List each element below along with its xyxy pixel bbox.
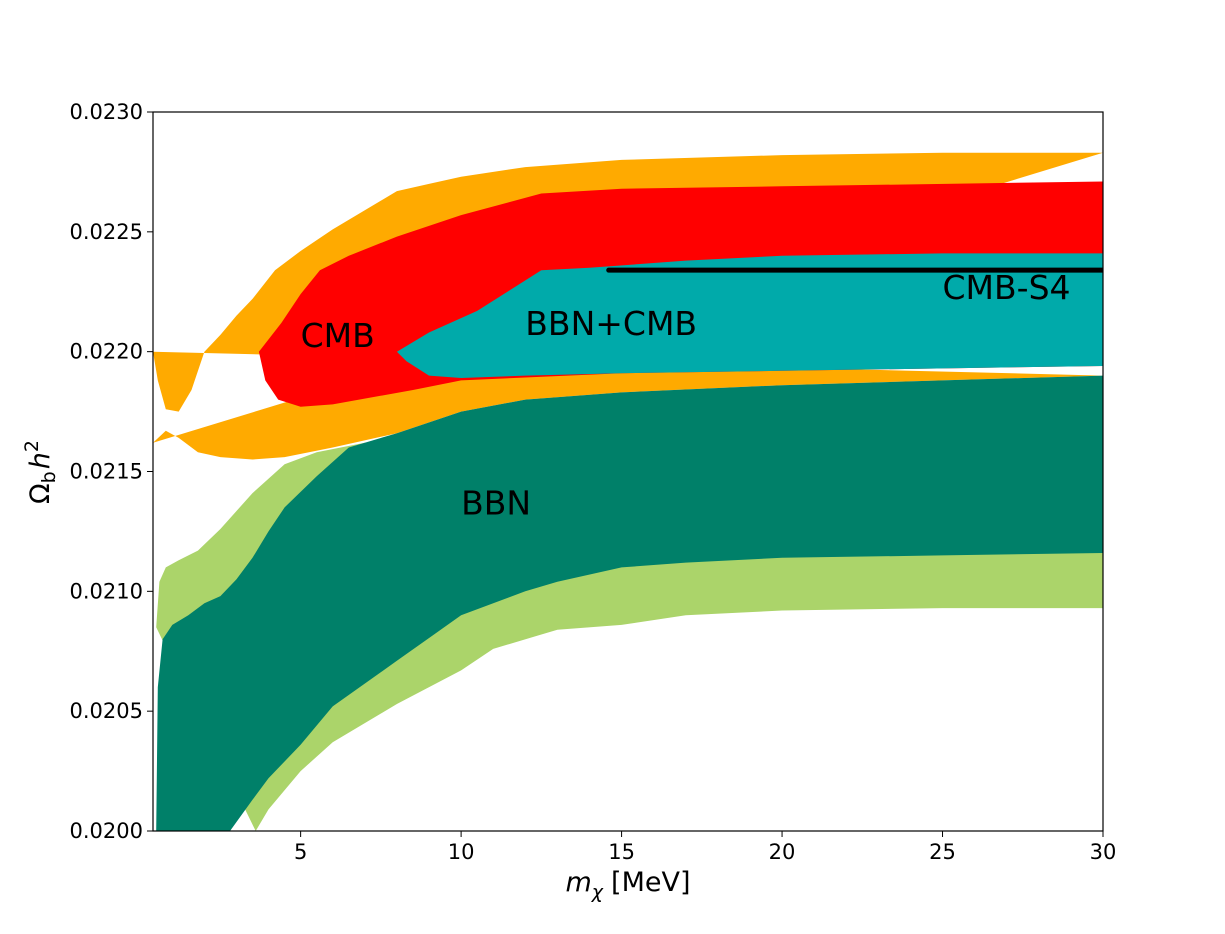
x-tick-label: 20 <box>769 840 796 864</box>
y-tick-label: 0.0220 <box>70 340 143 364</box>
y-tick-label: 0.0210 <box>70 579 143 603</box>
y-axis-label: Ωbh2 <box>21 440 60 504</box>
x-tick-label: 25 <box>929 840 956 864</box>
x-tick-label: 5 <box>294 840 307 864</box>
x-axis-ticks: 5 10 15 20 25 30 <box>294 831 1116 864</box>
region-bbn-1sigma <box>156 375 1103 831</box>
label-cmb-s4: CMB-S4 <box>943 268 1071 307</box>
y-tick-label: 0.0225 <box>70 220 143 244</box>
label-bbn: BBN <box>461 484 531 523</box>
y-tick-label: 0.0205 <box>70 699 143 723</box>
y-tick-label: 0.0215 <box>70 460 143 484</box>
x-tick-label: 30 <box>1090 840 1117 864</box>
label-bbn-cmb: BBN+CMB <box>525 304 697 343</box>
x-axis-label: mχ [MeV] <box>565 867 690 903</box>
plot-area: CMB BBN+CMB CMB-S4 BBN <box>153 152 1103 831</box>
y-tick-label: 0.0200 <box>70 819 143 843</box>
region-bbn-cmb <box>396 253 1103 378</box>
y-axis-ticks: 0.0200 0.0205 0.0210 0.0215 0.0220 0.0225 0.02… <box>70 100 153 843</box>
label-cmb: CMB <box>301 316 375 355</box>
x-tick-label: 10 <box>448 840 475 864</box>
y-tick-label: 0.0230 <box>70 100 143 124</box>
x-tick-label: 15 <box>608 840 635 864</box>
